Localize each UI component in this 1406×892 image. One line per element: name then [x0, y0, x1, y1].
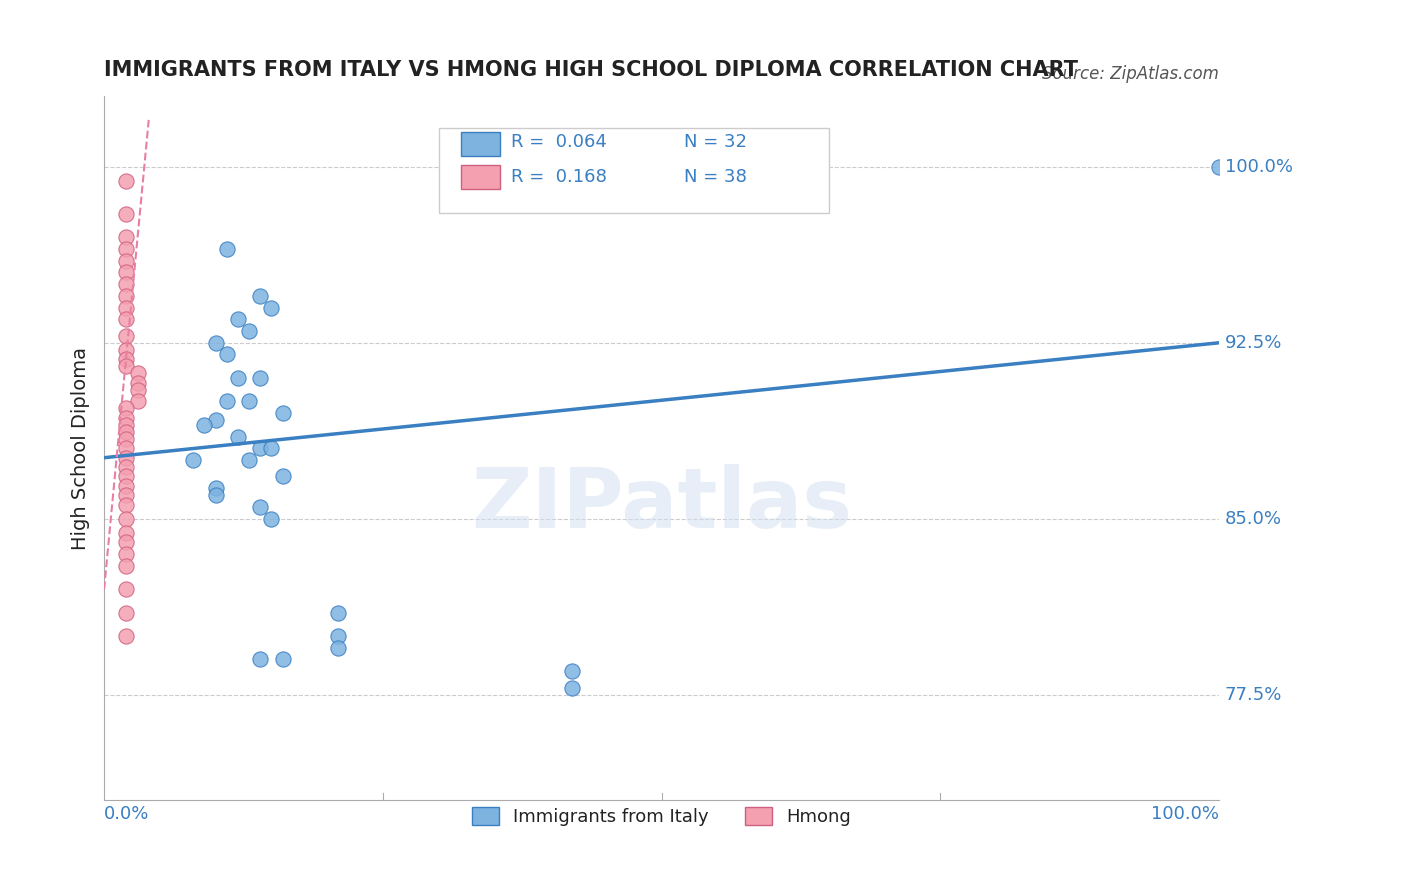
Point	[115, 207, 138, 221]
Point	[115, 498, 138, 512]
Text: N = 38: N = 38	[683, 169, 747, 186]
Point	[115, 547, 138, 561]
Point	[271, 469, 294, 483]
Point	[115, 359, 138, 374]
Y-axis label: High School Diploma: High School Diploma	[72, 347, 90, 549]
Text: 0.0%: 0.0%	[104, 805, 149, 823]
Point	[561, 681, 583, 695]
Point	[193, 417, 215, 432]
Point	[115, 174, 138, 188]
Point	[226, 429, 249, 443]
Point	[238, 324, 260, 338]
Legend: Immigrants from Italy, Hmong: Immigrants from Italy, Hmong	[464, 799, 859, 833]
Point	[115, 312, 138, 326]
Point	[271, 406, 294, 420]
FancyBboxPatch shape	[439, 128, 830, 212]
Point	[127, 383, 149, 397]
Point	[1208, 160, 1230, 174]
Point	[204, 413, 226, 427]
Bar	[461, 165, 501, 189]
Point	[249, 371, 271, 385]
Point	[115, 343, 138, 357]
Point	[115, 525, 138, 540]
Text: R =  0.064: R = 0.064	[512, 133, 607, 151]
Bar	[461, 132, 501, 156]
Point	[260, 301, 283, 315]
Point	[115, 242, 138, 256]
Point	[115, 425, 138, 439]
Point	[328, 606, 350, 620]
Point	[238, 394, 260, 409]
Text: N = 32: N = 32	[683, 133, 747, 151]
Text: 100.0%: 100.0%	[1152, 805, 1219, 823]
Point	[115, 488, 138, 502]
Point	[561, 664, 583, 678]
Point	[127, 394, 149, 409]
Point	[115, 277, 138, 292]
Point	[183, 453, 205, 467]
Text: ZIPatlas: ZIPatlas	[471, 464, 852, 545]
Point	[115, 442, 138, 456]
Point	[115, 289, 138, 303]
Point	[249, 442, 271, 456]
Point	[115, 401, 138, 416]
Point	[249, 500, 271, 514]
Point	[328, 629, 350, 643]
Point	[249, 289, 271, 303]
Point	[115, 535, 138, 549]
Point	[127, 376, 149, 390]
Point	[215, 242, 238, 256]
Point	[226, 371, 249, 385]
Text: 85.0%: 85.0%	[1225, 509, 1282, 528]
Point	[115, 469, 138, 483]
Text: 100.0%: 100.0%	[1225, 158, 1292, 176]
Point	[115, 265, 138, 279]
Text: Source: ZipAtlas.com: Source: ZipAtlas.com	[1042, 64, 1219, 83]
Point	[260, 442, 283, 456]
Point	[115, 450, 138, 465]
Text: R =  0.168: R = 0.168	[512, 169, 607, 186]
Point	[115, 253, 138, 268]
Point	[271, 652, 294, 666]
Point	[115, 512, 138, 526]
Point	[115, 230, 138, 244]
Point	[328, 640, 350, 655]
Text: 77.5%: 77.5%	[1225, 686, 1282, 704]
Point	[115, 410, 138, 425]
Text: 92.5%: 92.5%	[1225, 334, 1282, 351]
Point	[226, 312, 249, 326]
Point	[204, 481, 226, 495]
Point	[115, 479, 138, 493]
Point	[115, 328, 138, 343]
Point	[115, 629, 138, 643]
Point	[115, 558, 138, 573]
Point	[215, 394, 238, 409]
Point	[127, 366, 149, 380]
Point	[215, 347, 238, 361]
Point	[204, 335, 226, 350]
Point	[115, 606, 138, 620]
Point	[204, 488, 226, 502]
Point	[115, 582, 138, 596]
Point	[115, 352, 138, 367]
Point	[249, 652, 271, 666]
Point	[115, 417, 138, 432]
Point	[115, 460, 138, 475]
Point	[260, 512, 283, 526]
Point	[238, 453, 260, 467]
Point	[115, 432, 138, 446]
Point	[115, 301, 138, 315]
Text: IMMIGRANTS FROM ITALY VS HMONG HIGH SCHOOL DIPLOMA CORRELATION CHART: IMMIGRANTS FROM ITALY VS HMONG HIGH SCHO…	[104, 60, 1078, 79]
